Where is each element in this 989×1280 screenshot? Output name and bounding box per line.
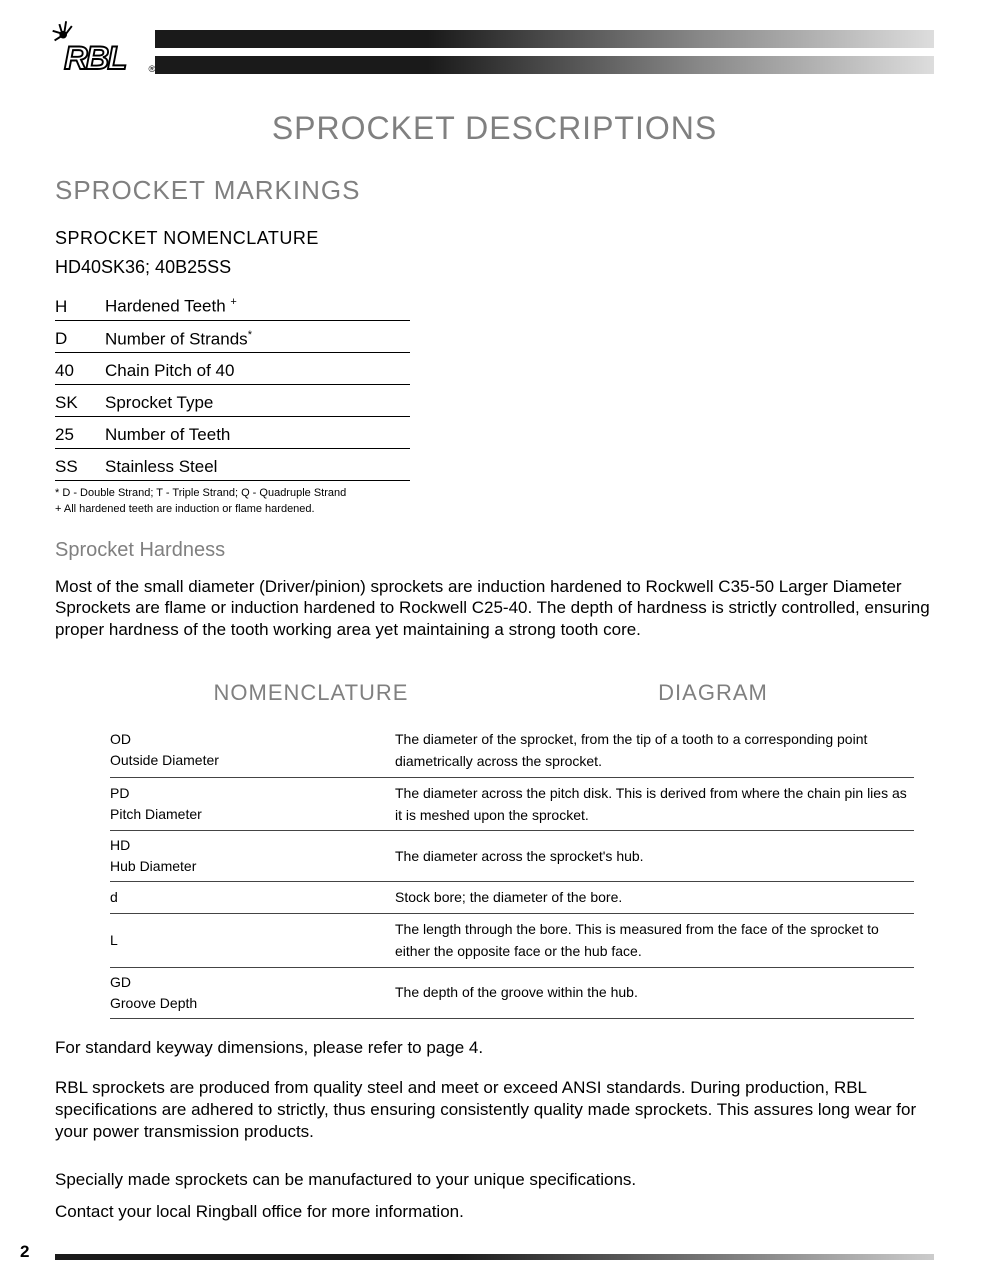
keyway-note: For standard keyway dimensions, please r… <box>55 1037 934 1059</box>
diagram-row: HDHub DiameterThe diameter across the sp… <box>110 831 914 882</box>
marking-desc: Number of Teeth <box>105 425 230 445</box>
footnote-strands: * D - Double Strand; T - Triple Strand; … <box>55 486 934 501</box>
diagram-term: PDPitch Diameter <box>110 783 395 825</box>
footer-gradient-bar <box>55 1254 934 1260</box>
marking-desc: Hardened Teeth + <box>105 296 237 317</box>
diagram-row: LThe length through the bore. This is me… <box>110 914 914 968</box>
marking-row: 40Chain Pitch of 40 <box>55 353 410 385</box>
diagram-row: dStock bore; the diameter of the bore. <box>110 882 914 913</box>
diagram-term: HDHub Diameter <box>110 835 395 877</box>
hardness-title: Sprocket Hardness <box>55 539 934 562</box>
marking-code: 40 <box>55 361 105 381</box>
nomenclature-label: SPROCKET NOMENCLATURE <box>55 228 934 249</box>
nomenclature-header: NOMENCLATURE <box>110 680 512 706</box>
diagram-term: L <box>110 930 395 951</box>
diagram-term: GDGroove Depth <box>110 972 395 1014</box>
diagram-term: ODOutside Diameter <box>110 729 395 771</box>
diagram-table: ODOutside DiameterThe diameter of the sp… <box>110 724 914 1019</box>
marking-code: D <box>55 329 105 349</box>
diagram-definition: The diameter across the pitch disk. This… <box>395 782 914 827</box>
hardness-body: Most of the small diameter (Driver/pinio… <box>55 576 934 640</box>
diagram-definition: The diameter of the sprocket, from the t… <box>395 728 914 773</box>
marking-row: 25Number of Teeth <box>55 417 410 449</box>
nomenclature-example: HD40SK36; 40B25SS <box>55 257 934 278</box>
marking-desc: Sprocket Type <box>105 393 213 413</box>
footnote-hardened: + All hardened teeth are induction or fl… <box>55 502 934 517</box>
diagram-term: d <box>110 887 395 908</box>
nomenclature-diagram-header: NOMENCLATURE DIAGRAM <box>110 680 914 706</box>
diagram-definition: The diameter across the sprocket's hub. <box>395 845 914 867</box>
header-gradient-bands <box>155 30 934 78</box>
diagram-header: DIAGRAM <box>512 680 914 706</box>
svg-text:RBL: RBL <box>64 40 125 76</box>
contact-note: Contact your local Ringball office for m… <box>55 1201 934 1223</box>
diagram-row: GDGroove DepthThe depth of the groove wi… <box>110 968 914 1019</box>
marking-footnotes: * D - Double Strand; T - Triple Strand; … <box>55 486 934 517</box>
marking-row: SKSprocket Type <box>55 385 410 417</box>
marking-row: HHardened Teeth + <box>55 288 410 321</box>
quality-paragraph: RBL sprockets are produced from quality … <box>55 1077 934 1143</box>
markings-section-title: SPROCKET MARKINGS <box>55 175 934 206</box>
marking-code: SK <box>55 393 105 413</box>
marking-code: 25 <box>55 425 105 445</box>
brand-logo: RBL ® <box>45 15 160 85</box>
diagram-row: PDPitch DiameterThe diameter across the … <box>110 778 914 832</box>
marking-table: HHardened Teeth +DNumber of Strands*40Ch… <box>55 288 410 481</box>
diagram-definition: The depth of the groove within the hub. <box>395 981 914 1003</box>
marking-desc: Stainless Steel <box>105 457 217 477</box>
marking-row: SSStainless Steel <box>55 449 410 481</box>
marking-row: DNumber of Strands* <box>55 321 410 354</box>
diagram-row: ODOutside DiameterThe diameter of the sp… <box>110 724 914 778</box>
diagram-definition: The length through the bore. This is mea… <box>395 918 914 963</box>
marking-code: SS <box>55 457 105 477</box>
diagram-definition: Stock bore; the diameter of the bore. <box>395 886 914 908</box>
marking-code: H <box>55 297 105 317</box>
page-title: SPROCKET DESCRIPTIONS <box>55 110 934 147</box>
custom-sprockets-note: Specially made sprockets can be manufact… <box>55 1169 934 1191</box>
marking-desc: Chain Pitch of 40 <box>105 361 234 381</box>
marking-desc: Number of Strands* <box>105 329 252 350</box>
page-number: 2 <box>20 1242 29 1262</box>
